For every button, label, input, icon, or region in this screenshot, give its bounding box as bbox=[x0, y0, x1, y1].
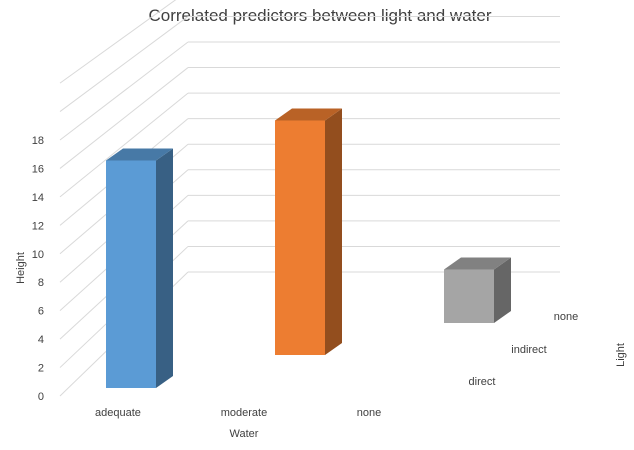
y-tick-label: 2 bbox=[38, 363, 44, 375]
depth-tick-label: direct bbox=[469, 376, 496, 388]
y-tick-label: 12 bbox=[32, 220, 44, 232]
gridline-side bbox=[59, 16, 189, 112]
y-tick-label: 8 bbox=[38, 277, 44, 289]
gridline-side bbox=[59, 41, 189, 141]
depth-axis-ticks: direct indirect none bbox=[469, 311, 579, 388]
bars bbox=[106, 108, 511, 388]
x-tick-label: none bbox=[357, 407, 381, 419]
bar-front-face bbox=[444, 269, 494, 323]
bar-adequate bbox=[106, 148, 173, 388]
chart-title: Correlated predictors between light and … bbox=[148, 6, 491, 25]
y-tick-label: 18 bbox=[32, 135, 44, 147]
y-axis-ticks: 0 2 4 6 8 10 12 14 16 18 bbox=[32, 135, 44, 403]
gridline-side bbox=[59, 67, 189, 169]
bar-top-face bbox=[275, 108, 342, 121]
bar-front-face bbox=[275, 120, 325, 355]
x-tick-label: moderate bbox=[221, 407, 267, 419]
y-tick-label: 14 bbox=[32, 192, 44, 204]
y-axis-title: Height bbox=[15, 252, 27, 284]
y-tick-label: 0 bbox=[38, 391, 44, 403]
gridline-side bbox=[59, 0, 177, 84]
x-tick-label: adequate bbox=[95, 407, 141, 419]
bar-moderate bbox=[275, 108, 342, 355]
bar-top-face bbox=[106, 148, 173, 161]
x-axis-ticks: adequate moderate none bbox=[95, 407, 381, 419]
gridline-side bbox=[59, 92, 189, 198]
depth-tick-label: indirect bbox=[511, 344, 546, 356]
bar-none bbox=[444, 257, 511, 323]
y-tick-label: 4 bbox=[38, 334, 44, 346]
bar-side-face bbox=[494, 257, 511, 323]
y-tick-label: 10 bbox=[32, 249, 44, 261]
y-tick-label: 6 bbox=[38, 306, 44, 318]
bar-side-face bbox=[325, 108, 342, 355]
depth-tick-label: none bbox=[554, 311, 578, 323]
depth-axis-title: Light bbox=[615, 343, 627, 367]
bar-front-face bbox=[106, 160, 156, 388]
x-axis-title: Water bbox=[230, 428, 259, 440]
y-tick-label: 16 bbox=[32, 163, 44, 175]
bar-side-face bbox=[156, 148, 173, 388]
bar-top-face bbox=[444, 257, 511, 270]
